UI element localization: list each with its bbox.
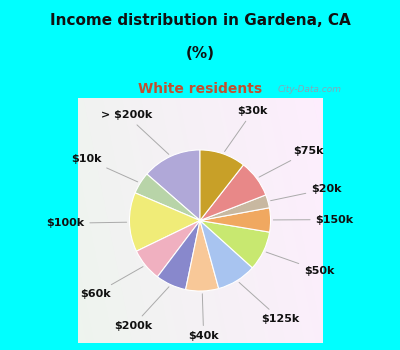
Wedge shape	[130, 193, 200, 251]
Text: City-Data.com: City-Data.com	[278, 85, 342, 94]
Text: $30k: $30k	[224, 106, 268, 152]
Wedge shape	[147, 150, 200, 220]
Wedge shape	[200, 195, 270, 220]
Wedge shape	[200, 150, 244, 220]
Wedge shape	[200, 208, 270, 232]
Text: > $200k: > $200k	[101, 110, 169, 154]
Text: $75k: $75k	[259, 147, 323, 177]
Text: $10k: $10k	[72, 154, 138, 182]
Wedge shape	[158, 220, 200, 289]
Text: $100k: $100k	[46, 218, 127, 228]
Wedge shape	[200, 165, 266, 220]
Wedge shape	[135, 174, 200, 220]
Text: $40k: $40k	[188, 294, 219, 341]
Text: Income distribution in Gardena, CA: Income distribution in Gardena, CA	[50, 13, 350, 28]
Text: $150k: $150k	[273, 215, 354, 225]
Text: White residents: White residents	[138, 82, 262, 96]
Text: $50k: $50k	[266, 252, 334, 276]
Text: $125k: $125k	[239, 282, 299, 324]
Text: $60k: $60k	[80, 267, 143, 299]
Text: $20k: $20k	[271, 184, 342, 201]
Wedge shape	[136, 220, 200, 277]
Text: (%): (%)	[186, 46, 214, 61]
Text: $200k: $200k	[114, 287, 169, 331]
Wedge shape	[200, 220, 252, 288]
Wedge shape	[200, 220, 270, 268]
Wedge shape	[186, 220, 219, 291]
